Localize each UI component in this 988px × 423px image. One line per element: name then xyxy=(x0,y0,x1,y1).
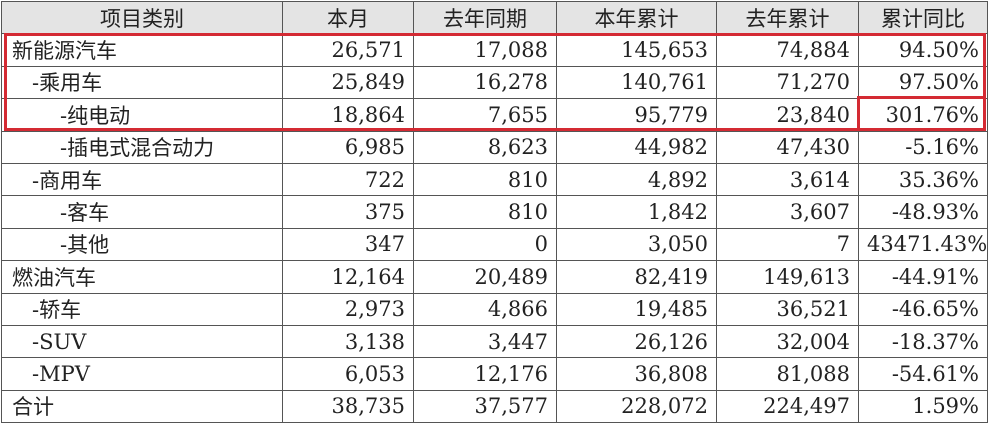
row-label: 燃油汽车 xyxy=(1,260,283,294)
table-cell: 6,053 xyxy=(282,357,414,391)
table-cell: 20,489 xyxy=(413,260,557,294)
table-cell: 810 xyxy=(413,162,557,197)
row-label: -其他 xyxy=(1,227,283,262)
row-label: 合计 xyxy=(1,389,283,423)
column-header: 去年同期 xyxy=(413,0,557,35)
row-label: -SUV xyxy=(1,324,283,359)
table-cell: 32,004 xyxy=(716,324,859,359)
table-cell: -54.61% xyxy=(858,357,988,391)
table-cell: 38,735 xyxy=(282,389,414,423)
table-row: -纯电动 18,864 7,655 95,779 23,840 301.76% xyxy=(1,98,988,132)
table-cell: -48.93% xyxy=(858,195,988,229)
table-cell: 145,653 xyxy=(556,33,717,67)
table-cell: 18,864 xyxy=(282,98,414,132)
column-header: 本月 xyxy=(282,0,414,35)
table-cell: 47,430 xyxy=(716,130,859,164)
table-cell: 722 xyxy=(282,162,414,197)
row-label: -客车 xyxy=(1,195,283,229)
table-cell: 375 xyxy=(282,195,414,229)
table-cell: 6,985 xyxy=(282,130,414,164)
table-cell: 2,973 xyxy=(282,292,414,326)
row-label: -插电式混合动力 xyxy=(1,130,283,164)
table-cell: 7 xyxy=(716,227,859,262)
table-cell: -46.65% xyxy=(858,292,988,326)
table-cell: 3,050 xyxy=(556,227,717,262)
table-cell: 7,655 xyxy=(413,98,557,132)
table-cell: 36,521 xyxy=(716,292,859,326)
column-header: 累计同比 xyxy=(858,0,988,35)
table-cell: 810 xyxy=(413,195,557,229)
table-cell: 0 xyxy=(413,227,557,262)
table-row: 燃油汽车 12,164 20,489 82,419 149,613 -44.91% xyxy=(1,260,988,294)
table-row: -商用车 722 810 4,892 3,614 35.36% xyxy=(1,162,988,197)
table-cell: 23,840 xyxy=(716,98,859,132)
table-row: -插电式混合动力 6,985 8,623 44,982 47,430 -5.16% xyxy=(1,130,988,164)
table-cell: 3,447 xyxy=(413,324,557,359)
header-row: 项目类别 本月 去年同期 本年累计 去年累计 累计同比 xyxy=(1,0,988,35)
table-cell: 228,072 xyxy=(556,389,717,423)
table-cell: -5.16% xyxy=(858,130,988,164)
table-cell: 35.36% xyxy=(858,162,988,197)
row-label: -商用车 xyxy=(1,162,283,197)
column-header: 去年累计 xyxy=(716,0,859,35)
table-cell: 71,270 xyxy=(716,65,859,100)
table-cell: 301.76% xyxy=(858,98,988,132)
table-cell: 95,779 xyxy=(556,98,717,132)
table-cell: 37,577 xyxy=(413,389,557,423)
row-label: -纯电动 xyxy=(1,98,283,132)
table-cell: 36,808 xyxy=(556,357,717,391)
table-cell: 140,761 xyxy=(556,65,717,100)
table-cell: 17,088 xyxy=(413,33,557,67)
table-cell: 97.50% xyxy=(858,65,988,100)
column-header: 项目类别 xyxy=(1,0,283,35)
table-cell: 4,892 xyxy=(556,162,717,197)
table-row: 合计 38,735 37,577 228,072 224,497 1.59% xyxy=(1,389,988,423)
table-cell: 1.59% xyxy=(858,389,988,423)
table-cell: 26,126 xyxy=(556,324,717,359)
table-cell: 3,607 xyxy=(716,195,859,229)
table-cell: 3,614 xyxy=(716,162,859,197)
table-row: 新能源汽车 26,571 17,088 145,653 74,884 94.50% xyxy=(1,33,988,67)
table-cell: 12,176 xyxy=(413,357,557,391)
table-cell: 43471.43% xyxy=(858,227,988,262)
row-label: 新能源汽车 xyxy=(1,33,283,67)
table-row: -其他 347 0 3,050 7 43471.43% xyxy=(1,227,988,262)
column-header: 本年累计 xyxy=(556,0,717,35)
table-cell: 94.50% xyxy=(858,33,988,67)
table-cell: 16,278 xyxy=(413,65,557,100)
table-cell: -44.91% xyxy=(858,260,988,294)
table-cell: 224,497 xyxy=(716,389,859,423)
table-cell: 3,138 xyxy=(282,324,414,359)
table-cell: 74,884 xyxy=(716,33,859,67)
row-label: -乘用车 xyxy=(1,65,283,100)
table-cell: -18.37% xyxy=(858,324,988,359)
table-cell: 12,164 xyxy=(282,260,414,294)
table-row: -轿车 2,973 4,866 19,485 36,521 -46.65% xyxy=(1,292,988,326)
table-cell: 4,866 xyxy=(413,292,557,326)
table-row: -MPV 6,053 12,176 36,808 81,088 -54.61% xyxy=(1,357,988,391)
table-cell: 347 xyxy=(282,227,414,262)
table-cell: 44,982 xyxy=(556,130,717,164)
table-cell: 149,613 xyxy=(716,260,859,294)
table-row: -乘用车 25,849 16,278 140,761 71,270 97.50% xyxy=(1,65,988,100)
table-row: -客车 375 810 1,842 3,607 -48.93% xyxy=(1,195,988,229)
table-cell: 25,849 xyxy=(282,65,414,100)
table-cell: 8,623 xyxy=(413,130,557,164)
table-cell: 19,485 xyxy=(556,292,717,326)
table-row: -SUV 3,138 3,447 26,126 32,004 -18.37% xyxy=(1,324,988,359)
table-cell: 26,571 xyxy=(282,33,414,67)
row-label: -MPV xyxy=(1,357,283,391)
table-cell: 82,419 xyxy=(556,260,717,294)
table-cell: 81,088 xyxy=(716,357,859,391)
table-cell: 1,842 xyxy=(556,195,717,229)
row-label: -轿车 xyxy=(1,292,283,326)
